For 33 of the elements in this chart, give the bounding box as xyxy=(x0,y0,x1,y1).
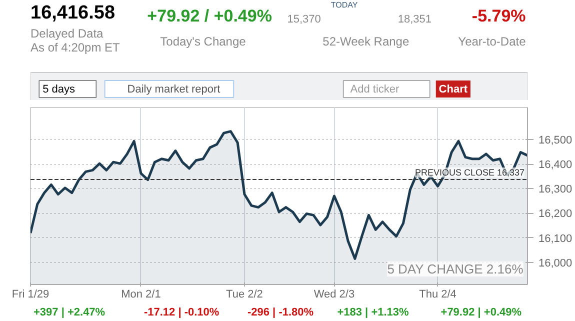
y-tick-label: 16,100 xyxy=(538,232,572,245)
x-tick-label: Fri 1/29 xyxy=(12,288,50,300)
x-tick-label: Wed 2/3 xyxy=(314,288,355,300)
text: +183 | +1.13% xyxy=(337,306,410,318)
text: +79.92 | +0.49% xyxy=(440,306,522,318)
y-tick-label: 16,500 xyxy=(538,134,572,146)
text: Chart xyxy=(438,84,468,96)
text: 15,370 xyxy=(287,14,321,26)
text: TODAY xyxy=(330,0,358,10)
x-tick-label: Thu 2/4 xyxy=(419,288,456,300)
text: 52-Week Range xyxy=(322,34,410,48)
x-tick-label: Mon 2/1 xyxy=(121,288,161,300)
text: 5 days xyxy=(42,84,76,96)
chart-title: 16,416.58 xyxy=(30,2,116,24)
text: -296 | -1.80% xyxy=(247,306,314,318)
text: 18,351 xyxy=(398,14,432,26)
y-tick-label: 16,000 xyxy=(538,257,572,270)
x-tick-label: Tue 2/2 xyxy=(226,288,263,300)
text: Daily market report xyxy=(127,84,220,96)
text: +79.92 / +0.49% xyxy=(147,6,272,26)
y-tick-label: 16,200 xyxy=(538,208,572,220)
annotation: 5 DAY CHANGE 2.16% xyxy=(387,262,524,276)
text: -5.79% xyxy=(472,6,526,26)
text: Today's Change xyxy=(160,34,246,48)
text: Year-to-Date xyxy=(458,34,526,48)
y-tick-label: 16,300 xyxy=(538,184,572,196)
y-tick-label: 16,400 xyxy=(538,159,572,172)
text: As of 4:20pm ET xyxy=(30,40,121,54)
ref-line-label: PREVIOUS CLOSE 16,337 xyxy=(414,168,525,178)
text: Delayed Data xyxy=(30,26,104,40)
text: Add ticker xyxy=(350,84,400,96)
text: -17.12 | -0.10% xyxy=(144,306,220,318)
text: +397 | +2.47% xyxy=(34,306,106,318)
